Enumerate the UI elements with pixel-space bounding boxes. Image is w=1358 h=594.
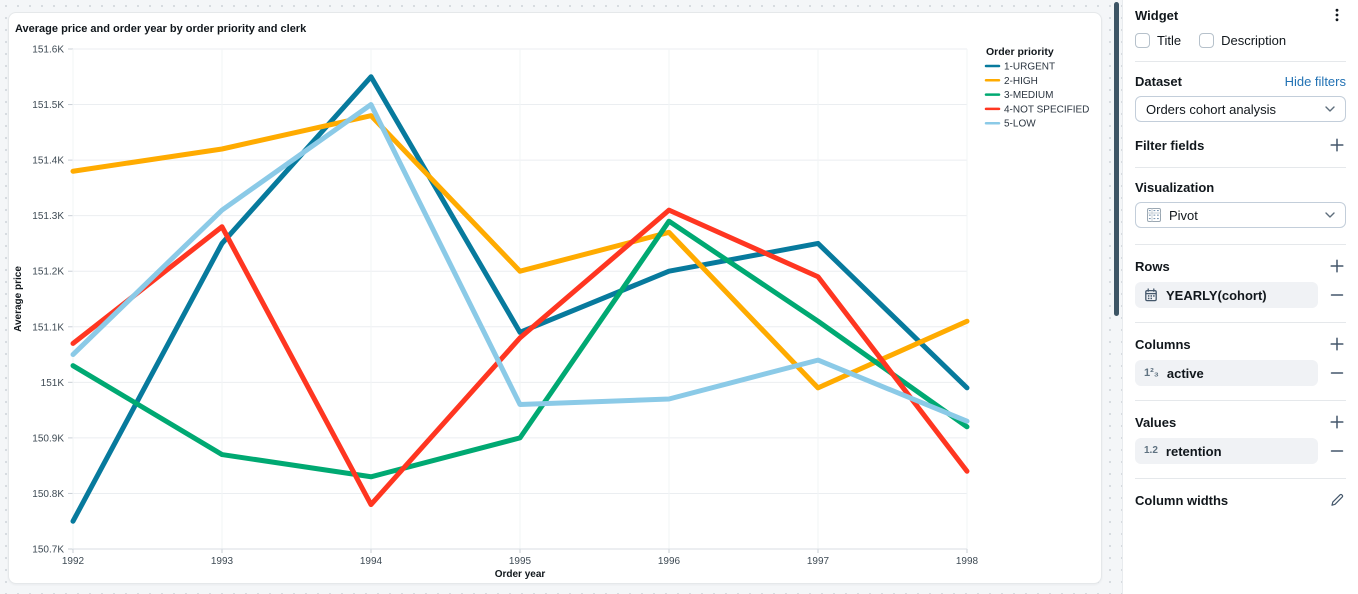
remove-row-field-button[interactable]	[1328, 286, 1346, 304]
divider	[1135, 478, 1346, 479]
description-checkbox[interactable]: Description	[1199, 33, 1286, 48]
title-checkbox-label: Title	[1157, 33, 1182, 48]
add-value-field-button[interactable]	[1328, 413, 1346, 431]
rows-label: Rows	[1135, 258, 1170, 274]
chevron-down-icon	[1325, 106, 1335, 112]
remove-column-field-button[interactable]	[1328, 364, 1346, 382]
x-tick-label: 1993	[211, 556, 234, 567]
decimal-icon: 1.2	[1144, 445, 1158, 456]
divider	[1135, 61, 1346, 62]
legend-item-label: 5-LOW	[1004, 119, 1036, 130]
y-tick-label: 150.7K	[32, 545, 64, 556]
chevron-down-icon	[1325, 212, 1335, 218]
add-filter-field-button[interactable]	[1328, 136, 1346, 154]
column-widths-label: Column widths	[1135, 492, 1229, 508]
series-line-5-low	[70, 102, 970, 424]
panel-title: Widget	[1135, 7, 1179, 23]
line-chart: 150.7K 150.8K 150.9K 151K 151.1K 151.2K 151.3K…	[13, 45, 1089, 581]
divider	[1135, 167, 1346, 168]
x-tick-label: 1996	[658, 556, 681, 567]
x-tick-label: 1992	[62, 556, 85, 567]
y-tick-label: 151.5K	[32, 100, 64, 111]
y-tick-label: 151.3K	[32, 211, 64, 222]
columns-field-chip[interactable]: 1²₃ active	[1135, 360, 1318, 386]
legend-item-label: 1-URGENT	[1004, 62, 1055, 73]
values-label: Values	[1135, 414, 1177, 430]
title-checkbox-box[interactable]	[1135, 33, 1150, 48]
chart-title: Average price and order year by order pr…	[15, 23, 307, 35]
divider	[1135, 400, 1346, 401]
rows-field-chip[interactable]: YEARLY(cohort)	[1135, 282, 1318, 308]
legend-item-label: 2-HIGH	[1004, 76, 1038, 87]
dataset-select-value: Orders cohort analysis	[1146, 101, 1277, 117]
description-checkbox-label: Description	[1221, 33, 1287, 48]
series-line-2-high	[70, 113, 970, 391]
filter-fields-label: Filter fields	[1135, 137, 1205, 153]
x-tick-label: 1995	[509, 556, 532, 567]
hide-filters-link[interactable]: Hide filters	[1284, 74, 1346, 89]
visualization-select-value: Pivot	[1169, 207, 1198, 223]
columns-field-label: active	[1166, 365, 1204, 381]
calendar-icon	[1144, 288, 1158, 302]
widget-config-panel: Widget Title Description Dataset Hide fi…	[1122, 0, 1358, 594]
pivot-icon	[1146, 207, 1162, 223]
y-tick-label: 151.6K	[32, 45, 64, 56]
y-tick-label: 151.2K	[32, 267, 64, 278]
panel-scrollbar-thumb[interactable]	[1114, 2, 1119, 316]
y-tick-label: 151.4K	[32, 156, 64, 167]
widget-options-row: Title Description	[1135, 33, 1346, 48]
series-line-1-urgent	[70, 74, 970, 524]
rows-field-label: YEARLY(cohort)	[1166, 287, 1267, 303]
y-tick-label: 150.8K	[32, 489, 64, 500]
legend-title: Order priority	[986, 46, 1054, 58]
chart-widget-card[interactable]: Average price and order year by order pr…	[8, 12, 1102, 584]
x-axis-title: Order year	[495, 569, 546, 580]
dataset-label: Dataset	[1135, 74, 1182, 89]
description-checkbox-box[interactable]	[1199, 33, 1215, 48]
y-axis-title: Average price	[13, 266, 24, 332]
x-tick-label: 1997	[807, 556, 830, 567]
kebab-menu-icon[interactable]	[1328, 6, 1346, 24]
series-line-4-not-specified	[70, 207, 970, 508]
add-row-field-button[interactable]	[1328, 257, 1346, 275]
number-icon: 1²₃	[1144, 366, 1159, 379]
dataset-select[interactable]: Orders cohort analysis	[1135, 96, 1346, 122]
values-field-chip[interactable]: 1.2 retention	[1135, 438, 1318, 464]
divider	[1135, 244, 1346, 245]
visualization-label: Visualization	[1135, 180, 1215, 195]
y-tick-label: 151.1K	[32, 322, 64, 333]
divider	[1135, 322, 1346, 323]
columns-label: Columns	[1135, 336, 1191, 352]
y-tick-label: 151K	[41, 378, 65, 389]
values-field-label: retention	[1165, 443, 1222, 459]
y-tick-label: 150.9K	[32, 433, 64, 444]
series-line-3-medium	[70, 218, 970, 480]
visualization-select[interactable]: Pivot	[1135, 202, 1346, 228]
legend-item-label: 3-MEDIUM	[1004, 90, 1053, 101]
x-tick-label: 1998	[956, 556, 979, 567]
edit-column-widths-button[interactable]	[1328, 491, 1346, 509]
remove-value-field-button[interactable]	[1328, 442, 1346, 460]
legend-item-label: 4-NOT SPECIFIED	[1004, 104, 1089, 115]
x-tick-label: 1994	[360, 556, 383, 567]
title-checkbox[interactable]: Title	[1135, 33, 1181, 48]
add-column-field-button[interactable]	[1328, 335, 1346, 353]
